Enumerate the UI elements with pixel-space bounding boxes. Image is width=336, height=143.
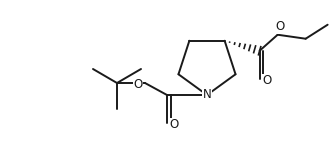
Text: N: N <box>203 89 211 102</box>
Text: O: O <box>262 74 271 87</box>
Text: O: O <box>275 20 284 33</box>
Text: O: O <box>169 119 179 132</box>
Text: O: O <box>133 79 142 92</box>
